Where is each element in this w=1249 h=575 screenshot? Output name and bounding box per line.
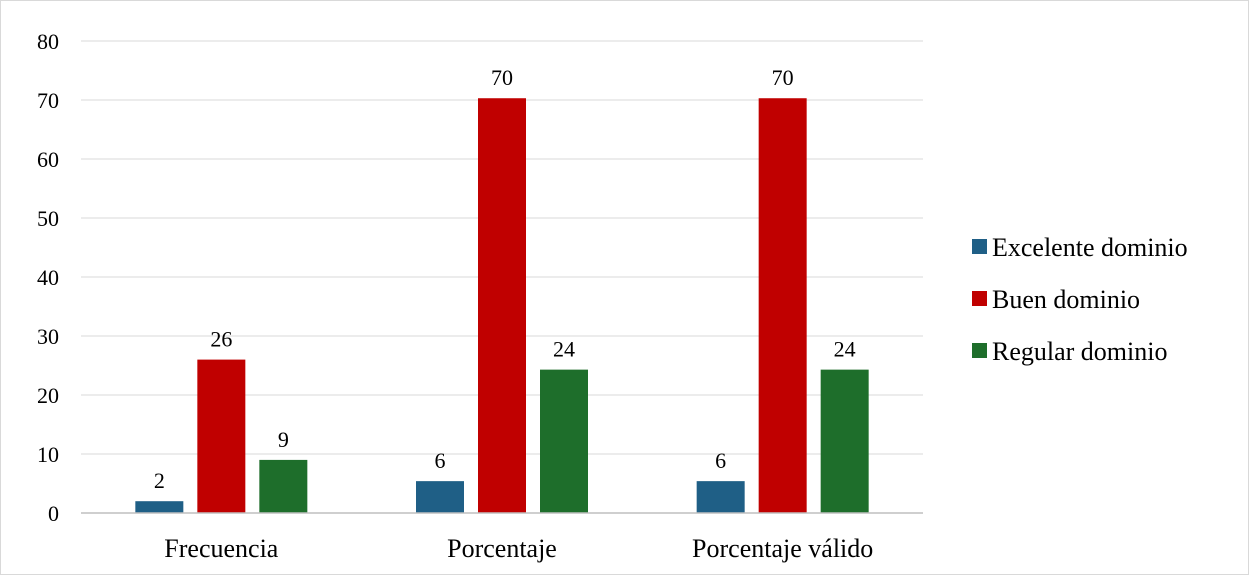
legend-swatch [972, 291, 987, 306]
bar-buen-dominio [478, 98, 526, 513]
bar-excelente-dominio [135, 501, 184, 513]
bar-buen-dominio [197, 359, 246, 513]
bar-excelente-dominio [416, 481, 464, 513]
y-tick-label: 0 [48, 501, 59, 526]
y-tick-label: 60 [37, 147, 59, 172]
legend-swatch [972, 239, 987, 254]
bars [135, 98, 869, 513]
data-label: 24 [553, 337, 575, 362]
x-category-label: Porcentaje válido [692, 534, 873, 563]
bar-regular-dominio [540, 369, 588, 513]
legend-label: Buen dominio [992, 285, 1140, 314]
legend-label: Regular dominio [992, 337, 1167, 366]
data-label: 6 [435, 448, 446, 473]
x-axis: Frecuencia Porcentaje Porcentaje válido [81, 512, 923, 563]
y-tick-label: 80 [37, 29, 59, 54]
data-label: 26 [210, 327, 232, 352]
bar-excelente-dominio [696, 481, 745, 513]
bar-buen-dominio [758, 98, 807, 513]
y-axis-tick-labels: 0 10 20 30 40 50 60 70 80 [37, 29, 59, 526]
legend-swatch [972, 343, 987, 358]
y-tick-label: 50 [37, 206, 59, 231]
data-label: 9 [278, 427, 289, 452]
data-label: 24 [834, 337, 856, 362]
data-labels: 2 26 9 6 70 24 6 70 24 [154, 65, 856, 493]
legend: Excelente dominio Buen dominio Regular dom… [972, 233, 1188, 366]
data-label: 6 [715, 448, 726, 473]
x-category-label: Porcentaje [447, 534, 557, 563]
y-tick-label: 20 [37, 383, 59, 408]
y-tick-label: 70 [37, 88, 59, 113]
legend-label: Excelente dominio [992, 233, 1188, 262]
data-label: 2 [154, 468, 165, 493]
bar-regular-dominio [820, 369, 869, 513]
data-label: 70 [491, 65, 513, 90]
y-tick-label: 10 [37, 442, 59, 467]
x-category-label: Frecuencia [164, 534, 279, 563]
data-label: 70 [772, 65, 794, 90]
bar-regular-dominio [259, 459, 308, 513]
y-tick-label: 40 [37, 265, 59, 290]
y-tick-label: 30 [37, 324, 59, 349]
